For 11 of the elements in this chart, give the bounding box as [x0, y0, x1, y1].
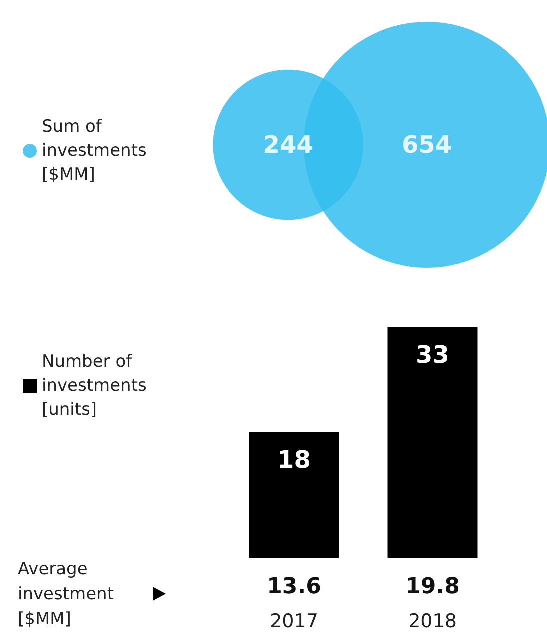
- text: Average investment [$MM]: [18, 560, 120, 630]
- text: 19.8: [406, 574, 460, 600]
- x-tick-label: 2018: [408, 610, 457, 632]
- data-label: 654: [402, 131, 452, 159]
- data-label: 244: [263, 131, 314, 159]
- x-tick-label: 2017: [270, 610, 318, 632]
- legend-label: Sum of investments [$MM]: [42, 117, 152, 185]
- data-label: 18: [278, 446, 311, 474]
- legend-label: Number of investments [units]: [42, 352, 152, 420]
- text: 13.6: [267, 574, 322, 600]
- data-label: 33: [416, 341, 450, 369]
